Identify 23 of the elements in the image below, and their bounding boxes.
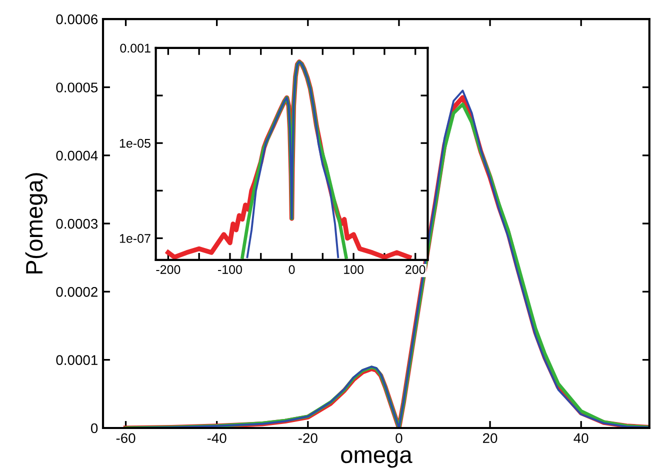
y-tick-label: 0.0002: [56, 287, 98, 297]
y-tick-label: 0.0005: [56, 82, 98, 92]
x-tick-label: -60: [116, 433, 136, 444]
x-tick-label: -40: [207, 433, 226, 444]
y-tick-label: 0.0001: [56, 355, 98, 365]
x-tick-label: 100: [344, 265, 364, 274]
x-tick-label: 0: [396, 433, 402, 444]
x-tick-label: -20: [298, 433, 318, 444]
x-tick-label: 40: [574, 433, 588, 444]
x-tick-label: -200: [156, 265, 180, 274]
y-tick-label: 0: [90, 423, 98, 434]
x-tick-label: 20: [483, 433, 498, 444]
x-axis-title: omega: [341, 450, 412, 468]
y-tick-label: 1e-05: [120, 138, 150, 148]
y-tick-label: 1e-07: [120, 234, 150, 243]
y-tick-label: 0.0006: [56, 14, 98, 24]
y-tick-label: 0.001: [120, 44, 150, 53]
x-tick-label: 200: [406, 265, 426, 274]
x-tick-label: 0: [288, 265, 295, 274]
y-tick-label: 0.0004: [56, 150, 98, 161]
y-tick-label: 0.0003: [56, 218, 98, 229]
y-axis-title: P(omega): [25, 173, 48, 274]
x-tick-label: -100: [218, 265, 242, 274]
